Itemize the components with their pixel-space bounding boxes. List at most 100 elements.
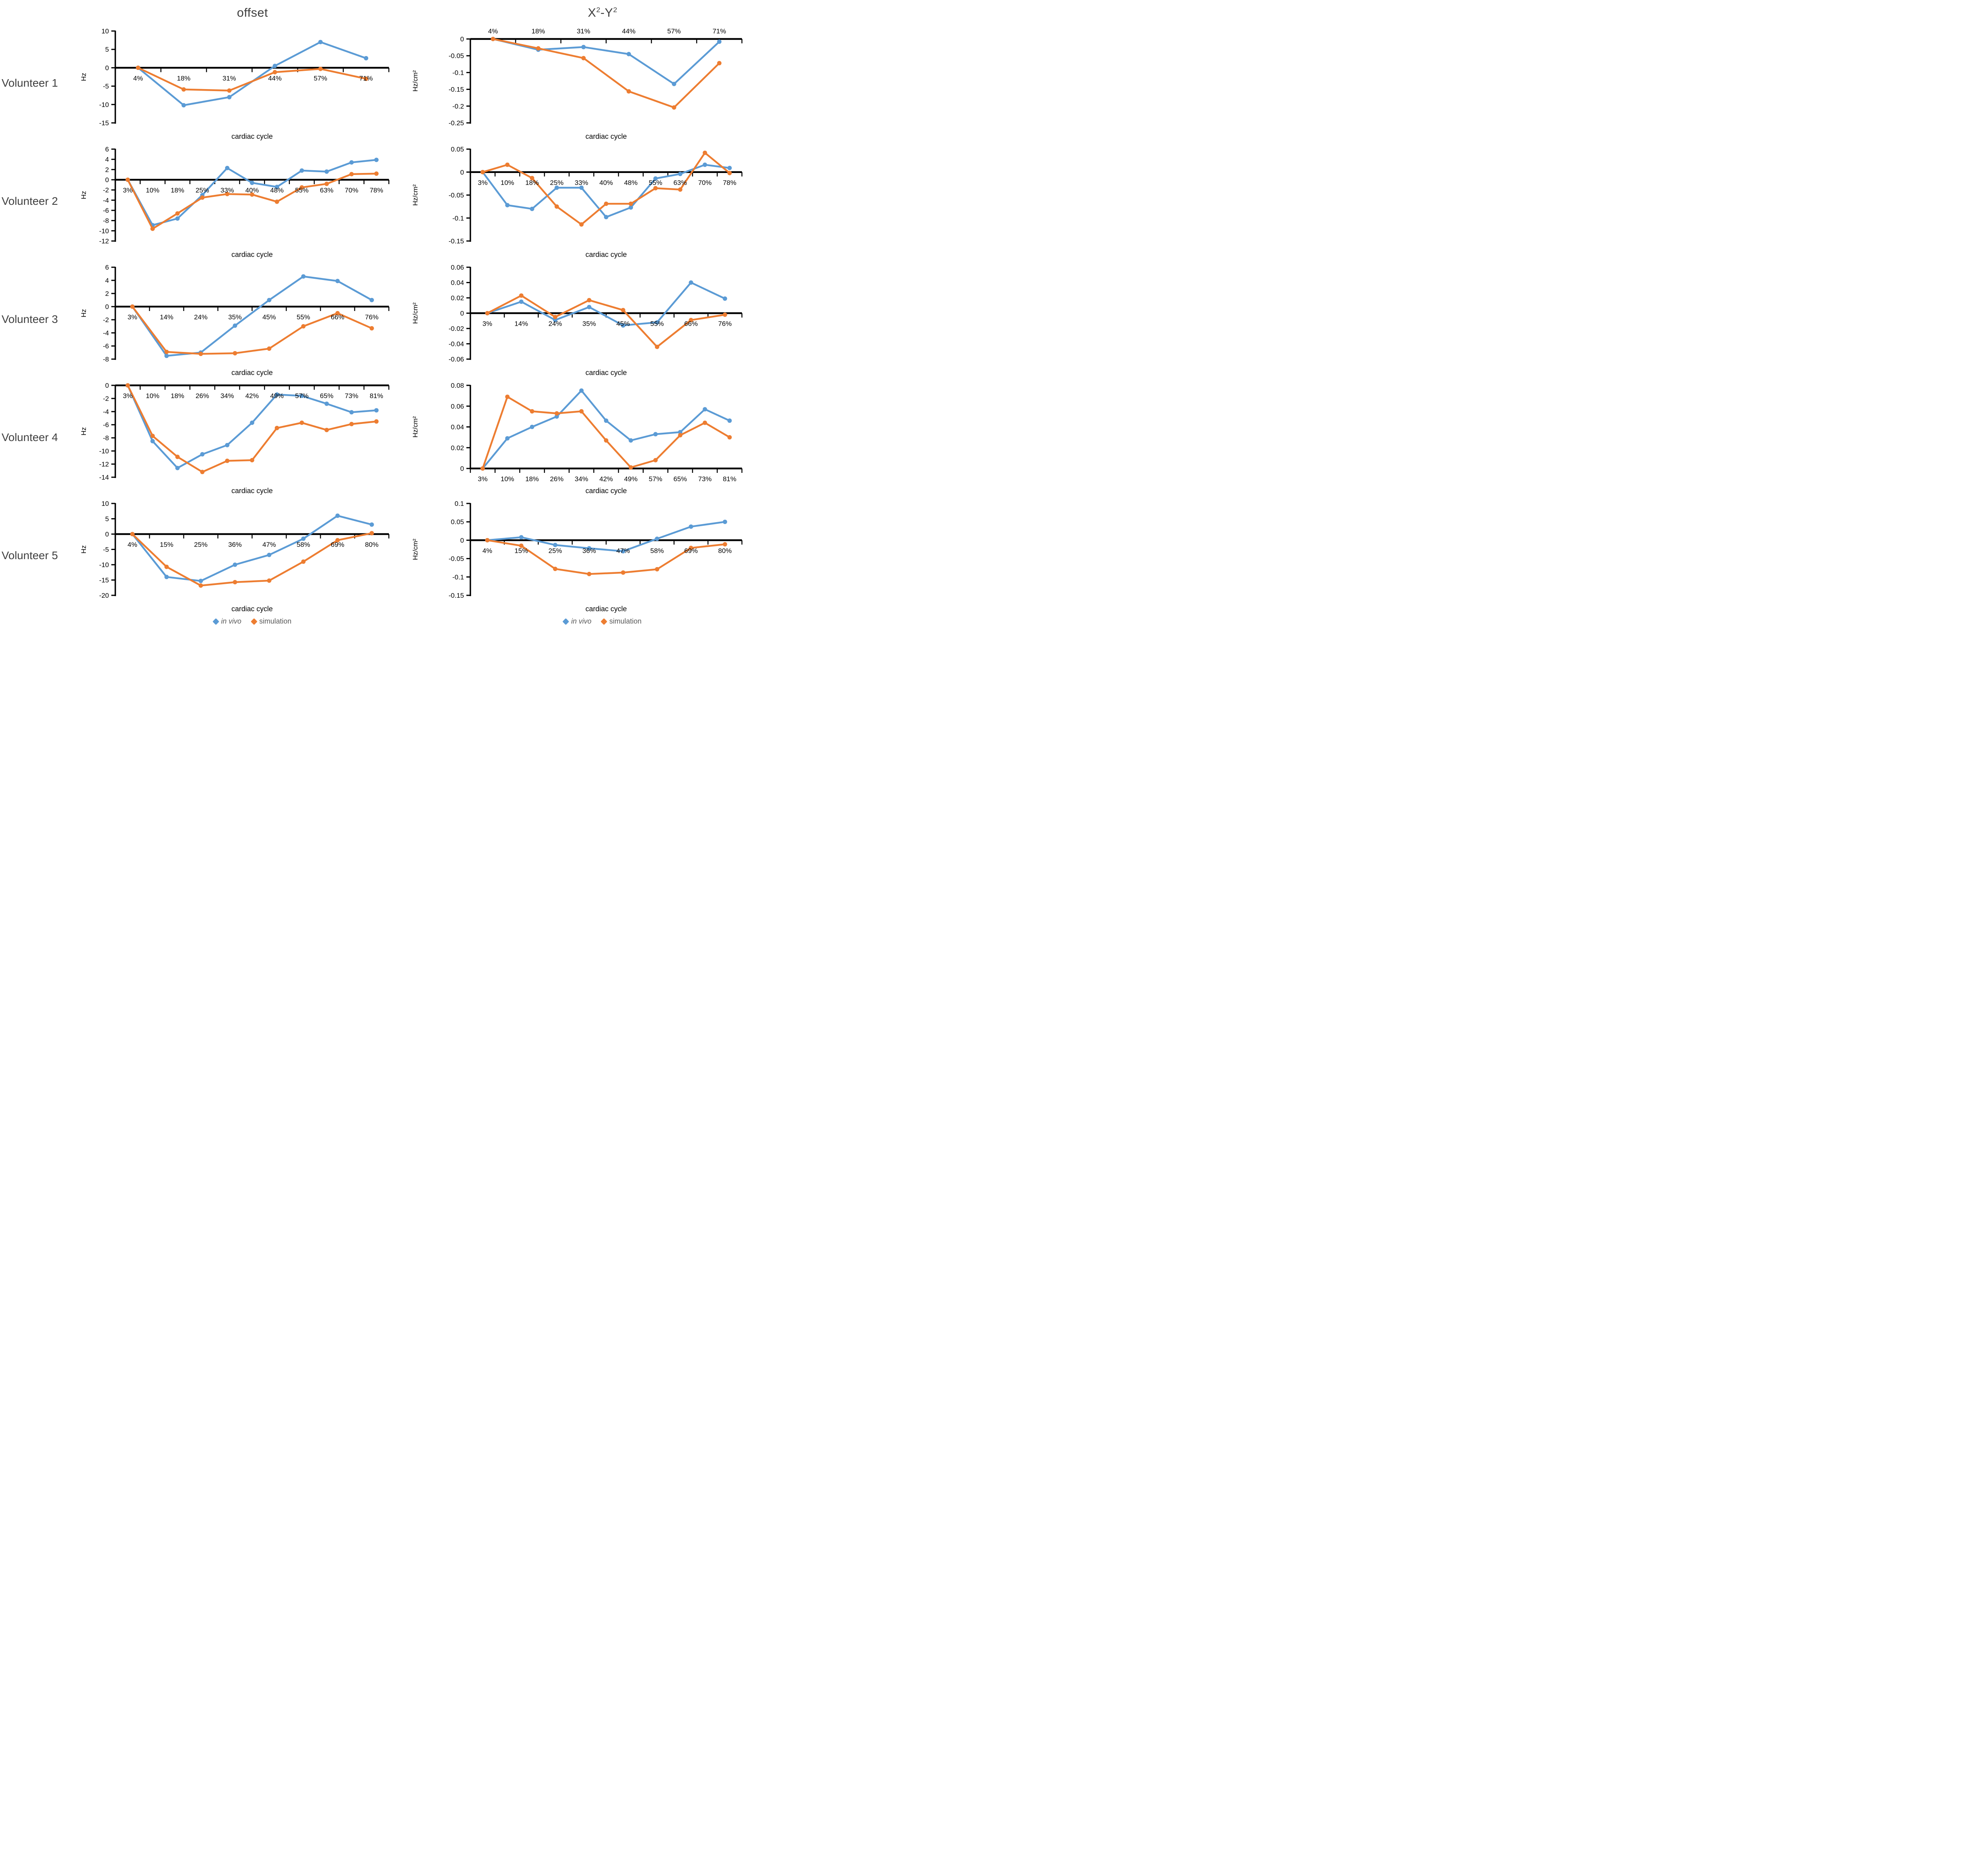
svg-text:-10: -10: [99, 227, 109, 235]
svg-text:3%: 3%: [123, 187, 133, 194]
simulation-diamond-icon: [600, 618, 608, 625]
svg-text:24%: 24%: [548, 320, 562, 328]
svg-text:35%: 35%: [228, 313, 242, 321]
svg-text:34%: 34%: [575, 475, 588, 483]
svg-text:80%: 80%: [718, 547, 732, 554]
svg-text:0.06: 0.06: [451, 402, 464, 410]
svg-text:45%: 45%: [616, 320, 630, 328]
svg-text:-6: -6: [103, 421, 109, 429]
svg-text:81%: 81%: [370, 392, 383, 400]
svg-text:65%: 65%: [674, 475, 687, 483]
svg-text:0: 0: [460, 310, 464, 317]
chart-grid: Volunteer 1 10 5 0 -5 -10 -15 4% 18% 31% 44% 57% 71…: [0, 24, 743, 614]
svg-text:-0.05: -0.05: [448, 52, 464, 60]
svg-text:48%: 48%: [270, 187, 284, 194]
column-title-offset: offset: [115, 6, 390, 20]
chart-volunteer3-offset: 6 4 2 0 -2 -4 -6 -8 3% 14% 24% 35% 45% 55% 66% 76% Hz car…: [68, 260, 390, 378]
svg-text:-8: -8: [103, 217, 109, 225]
svg-text:76%: 76%: [718, 320, 732, 328]
svg-text:-4: -4: [103, 329, 109, 337]
svg-text:57%: 57%: [649, 475, 662, 483]
svg-text:cardiac cycle: cardiac cycle: [585, 487, 627, 495]
svg-text:31%: 31%: [223, 74, 236, 82]
legend-label-in-vivo: in vivo: [571, 617, 592, 625]
svg-text:18%: 18%: [525, 475, 539, 483]
svg-text:36%: 36%: [582, 547, 596, 554]
svg-text:0: 0: [460, 536, 464, 544]
chart-volunteer5-x2y2: 0.1 0.05 0 -0.05 -0.1 -0.15 4% 15% 25% 36% 47% 58% 6…: [390, 496, 743, 614]
svg-text:10%: 10%: [501, 179, 514, 187]
svg-text:-5: -5: [103, 546, 109, 554]
svg-text:-8: -8: [103, 434, 109, 442]
svg-text:10%: 10%: [501, 475, 514, 483]
svg-text:-2: -2: [103, 187, 109, 194]
svg-text:-0.04: -0.04: [448, 340, 464, 348]
svg-text:73%: 73%: [698, 475, 712, 483]
svg-text:24%: 24%: [194, 313, 208, 321]
svg-text:3%: 3%: [128, 313, 138, 321]
svg-text:76%: 76%: [365, 313, 379, 321]
svg-text:-0.05: -0.05: [448, 192, 464, 199]
volunteer-label-3: Volunteer 3: [2, 313, 58, 325]
svg-text:40%: 40%: [599, 179, 613, 187]
svg-text:70%: 70%: [698, 179, 712, 187]
svg-text:cardiac cycle: cardiac cycle: [231, 369, 273, 377]
svg-text:25%: 25%: [548, 547, 562, 554]
svg-text:-15: -15: [99, 119, 109, 127]
svg-text:-0.15: -0.15: [448, 86, 464, 93]
svg-text:15%: 15%: [514, 547, 528, 554]
in-vivo-diamond-icon: [562, 618, 569, 625]
svg-text:18%: 18%: [532, 27, 545, 35]
legend-item-in-vivo: in vivo: [212, 617, 241, 626]
svg-text:cardiac cycle: cardiac cycle: [585, 369, 627, 377]
svg-text:44%: 44%: [268, 74, 282, 82]
svg-text:6: 6: [105, 264, 109, 271]
svg-text:31%: 31%: [577, 27, 590, 35]
svg-text:14%: 14%: [514, 320, 528, 328]
chart-volunteer2-x2y2: 0.05 0 -0.05 -0.1 -0.15 3% 10% 18% 25% 33% 40% 48% 5…: [390, 142, 743, 260]
row-volunteer-1: Volunteer 1 10 5 0 -5 -10 -15 4% 18% 31% 44% 57% 71…: [0, 24, 743, 142]
svg-text:-0.06: -0.06: [448, 356, 464, 363]
row-volunteer-2: Volunteer 2 6 4 2 0 -2 -4 -6 -8 -10 -12 3% 10% 18% 25…: [0, 142, 743, 260]
svg-text:47%: 47%: [616, 547, 630, 554]
svg-text:69%: 69%: [331, 541, 344, 548]
chart-volunteer4-x2y2: 0.08 0.06 0.04 0.02 0 3% 10% 18% 26% 34% 42% 49% 57%…: [390, 378, 743, 496]
svg-text:-0.02: -0.02: [448, 325, 464, 332]
svg-text:33%: 33%: [575, 179, 588, 187]
svg-text:-2: -2: [103, 395, 109, 402]
svg-text:55%: 55%: [650, 320, 664, 328]
svg-text:80%: 80%: [365, 541, 379, 548]
svg-text:26%: 26%: [196, 392, 209, 400]
svg-text:0: 0: [105, 382, 109, 389]
svg-text:57%: 57%: [295, 392, 309, 400]
chart-svg-volunteer2-x2y2: 0.05 0 -0.05 -0.1 -0.15 3% 10% 18% 25% 33% 40% 48% 5…: [412, 146, 743, 258]
svg-text:25%: 25%: [194, 541, 208, 548]
svg-text:Hz/cm²: Hz/cm²: [412, 416, 419, 437]
svg-text:-4: -4: [103, 196, 109, 204]
svg-text:Hz/cm²: Hz/cm²: [412, 538, 419, 560]
x2y2-title-sup1: 2: [596, 6, 601, 14]
svg-text:66%: 66%: [331, 313, 344, 321]
chart-volunteer1-offset: 10 5 0 -5 -10 -15 4% 18% 31% 44% 57% 71% Hz cardiac c…: [68, 24, 390, 142]
svg-text:0: 0: [105, 531, 109, 538]
chart-svg-volunteer4-x2y2: 0.08 0.06 0.04 0.02 0 3% 10% 18% 26% 34% 42% 49% 57%…: [412, 382, 743, 495]
svg-text:Hz: Hz: [80, 427, 87, 435]
svg-text:45%: 45%: [262, 313, 276, 321]
svg-text:-0.1: -0.1: [452, 214, 464, 222]
svg-text:55%: 55%: [297, 313, 310, 321]
svg-text:71%: 71%: [712, 27, 726, 35]
svg-text:-14: -14: [99, 474, 109, 481]
svg-text:15%: 15%: [160, 541, 173, 548]
svg-text:55%: 55%: [649, 179, 662, 187]
svg-text:55%: 55%: [295, 187, 309, 194]
svg-text:40%: 40%: [245, 187, 259, 194]
svg-text:4: 4: [105, 156, 109, 163]
volunteer-label-1: Volunteer 1: [2, 76, 58, 89]
svg-text:78%: 78%: [723, 179, 736, 187]
svg-text:44%: 44%: [622, 27, 635, 35]
svg-text:0.1: 0.1: [454, 500, 464, 507]
svg-text:cardiac cycle: cardiac cycle: [231, 487, 273, 495]
svg-text:-0.1: -0.1: [452, 573, 464, 581]
svg-text:34%: 34%: [220, 392, 234, 400]
svg-text:6: 6: [105, 146, 109, 153]
